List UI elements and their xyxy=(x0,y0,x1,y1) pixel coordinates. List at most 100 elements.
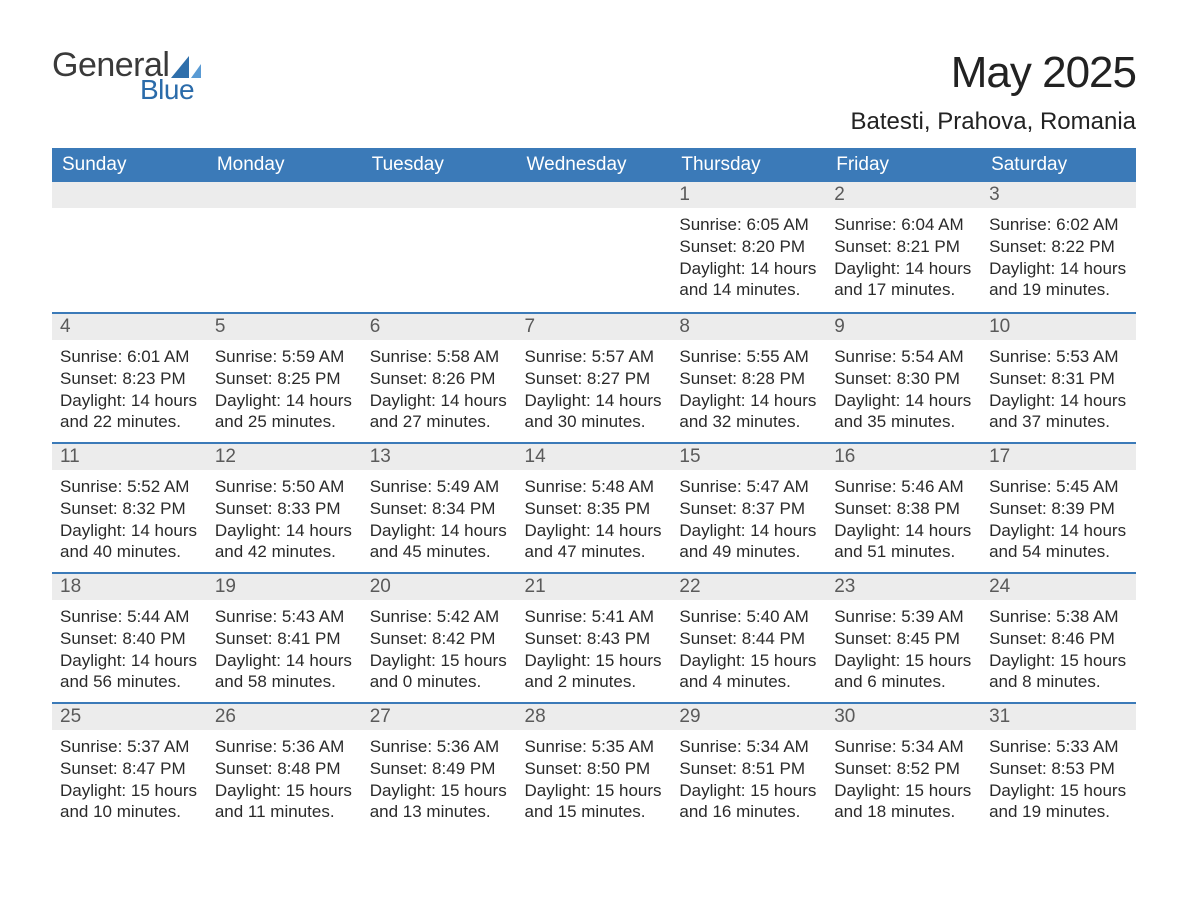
day-number: 30 xyxy=(826,702,981,730)
calendar-cell: 13Sunrise: 5:49 AMSunset: 8:34 PMDayligh… xyxy=(362,442,517,572)
calendar-cell: 16Sunrise: 5:46 AMSunset: 8:38 PMDayligh… xyxy=(826,442,981,572)
weekday-header: Wednesday xyxy=(517,148,672,182)
day-details: Sunrise: 6:04 AMSunset: 8:21 PMDaylight:… xyxy=(826,208,981,305)
calendar-cell: 5Sunrise: 5:59 AMSunset: 8:25 PMDaylight… xyxy=(207,312,362,442)
calendar-cell: 7Sunrise: 5:57 AMSunset: 8:27 PMDaylight… xyxy=(517,312,672,442)
sunrise-line: Sunrise: 5:34 AM xyxy=(679,736,818,758)
day-details: Sunrise: 5:37 AMSunset: 8:47 PMDaylight:… xyxy=(52,730,207,827)
calendar-cell: 9Sunrise: 5:54 AMSunset: 8:30 PMDaylight… xyxy=(826,312,981,442)
daylight-line: Daylight: 14 hours and 19 minutes. xyxy=(989,258,1128,302)
title-location: Batesti, Prahova, Romania xyxy=(851,108,1136,136)
day-number: 12 xyxy=(207,442,362,470)
sunset-line: Sunset: 8:39 PM xyxy=(989,498,1128,520)
sunrise-line: Sunrise: 5:54 AM xyxy=(834,346,973,368)
sunset-line: Sunset: 8:46 PM xyxy=(989,628,1128,650)
sunset-line: Sunset: 8:21 PM xyxy=(834,236,973,258)
daylight-line: Daylight: 15 hours and 0 minutes. xyxy=(370,650,509,694)
day-details: Sunrise: 5:38 AMSunset: 8:46 PMDaylight:… xyxy=(981,600,1136,697)
calendar-cell: 8Sunrise: 5:55 AMSunset: 8:28 PMDaylight… xyxy=(671,312,826,442)
sunrise-line: Sunrise: 5:40 AM xyxy=(679,606,818,628)
weekday-header: Tuesday xyxy=(362,148,517,182)
sunrise-line: Sunrise: 5:36 AM xyxy=(215,736,354,758)
sunset-line: Sunset: 8:26 PM xyxy=(370,368,509,390)
daylight-line: Daylight: 14 hours and 14 minutes. xyxy=(679,258,818,302)
daylight-line: Daylight: 15 hours and 4 minutes. xyxy=(679,650,818,694)
daylight-line: Daylight: 14 hours and 32 minutes. xyxy=(679,390,818,434)
day-number: 13 xyxy=(362,442,517,470)
calendar-cell xyxy=(207,182,362,312)
day-details: Sunrise: 5:46 AMSunset: 8:38 PMDaylight:… xyxy=(826,470,981,567)
day-details: Sunrise: 5:34 AMSunset: 8:52 PMDaylight:… xyxy=(826,730,981,827)
title-month-year: May 2025 xyxy=(851,48,1136,98)
sunrise-line: Sunrise: 5:45 AM xyxy=(989,476,1128,498)
daylight-line: Daylight: 14 hours and 40 minutes. xyxy=(60,520,199,564)
day-details: Sunrise: 5:47 AMSunset: 8:37 PMDaylight:… xyxy=(671,470,826,567)
daylight-line: Daylight: 15 hours and 10 minutes. xyxy=(60,780,199,824)
day-details: Sunrise: 5:36 AMSunset: 8:48 PMDaylight:… xyxy=(207,730,362,827)
sunrise-line: Sunrise: 5:46 AM xyxy=(834,476,973,498)
day-number: 21 xyxy=(517,572,672,600)
calendar-cell: 22Sunrise: 5:40 AMSunset: 8:44 PMDayligh… xyxy=(671,572,826,702)
day-details: Sunrise: 6:01 AMSunset: 8:23 PMDaylight:… xyxy=(52,340,207,437)
day-details: Sunrise: 5:33 AMSunset: 8:53 PMDaylight:… xyxy=(981,730,1136,827)
calendar-cell: 1Sunrise: 6:05 AMSunset: 8:20 PMDaylight… xyxy=(671,182,826,312)
sunrise-line: Sunrise: 5:43 AM xyxy=(215,606,354,628)
calendar-header-row: SundayMondayTuesdayWednesdayThursdayFrid… xyxy=(52,148,1136,182)
day-details: Sunrise: 5:57 AMSunset: 8:27 PMDaylight:… xyxy=(517,340,672,437)
sunrise-line: Sunrise: 5:39 AM xyxy=(834,606,973,628)
day-number-band xyxy=(362,182,517,208)
day-details: Sunrise: 5:43 AMSunset: 8:41 PMDaylight:… xyxy=(207,600,362,697)
sunrise-line: Sunrise: 5:34 AM xyxy=(834,736,973,758)
day-number: 7 xyxy=(517,312,672,340)
daylight-line: Daylight: 15 hours and 8 minutes. xyxy=(989,650,1128,694)
sunrise-line: Sunrise: 5:49 AM xyxy=(370,476,509,498)
sunrise-line: Sunrise: 5:35 AM xyxy=(525,736,664,758)
sunset-line: Sunset: 8:22 PM xyxy=(989,236,1128,258)
sunset-line: Sunset: 8:42 PM xyxy=(370,628,509,650)
daylight-line: Daylight: 14 hours and 54 minutes. xyxy=(989,520,1128,564)
sunset-line: Sunset: 8:37 PM xyxy=(679,498,818,520)
calendar-cell: 19Sunrise: 5:43 AMSunset: 8:41 PMDayligh… xyxy=(207,572,362,702)
day-details: Sunrise: 5:53 AMSunset: 8:31 PMDaylight:… xyxy=(981,340,1136,437)
day-number: 14 xyxy=(517,442,672,470)
calendar-cell: 23Sunrise: 5:39 AMSunset: 8:45 PMDayligh… xyxy=(826,572,981,702)
sunset-line: Sunset: 8:53 PM xyxy=(989,758,1128,780)
calendar-cell: 15Sunrise: 5:47 AMSunset: 8:37 PMDayligh… xyxy=(671,442,826,572)
calendar-cell: 28Sunrise: 5:35 AMSunset: 8:50 PMDayligh… xyxy=(517,702,672,832)
sunset-line: Sunset: 8:23 PM xyxy=(60,368,199,390)
sunset-line: Sunset: 8:48 PM xyxy=(215,758,354,780)
sunrise-line: Sunrise: 5:59 AM xyxy=(215,346,354,368)
brand-logo: General Blue xyxy=(52,48,201,104)
calendar-cell: 20Sunrise: 5:42 AMSunset: 8:42 PMDayligh… xyxy=(362,572,517,702)
day-number: 15 xyxy=(671,442,826,470)
sunset-line: Sunset: 8:43 PM xyxy=(525,628,664,650)
sunset-line: Sunset: 8:41 PM xyxy=(215,628,354,650)
day-number: 28 xyxy=(517,702,672,730)
daylight-line: Daylight: 14 hours and 27 minutes. xyxy=(370,390,509,434)
sunset-line: Sunset: 8:25 PM xyxy=(215,368,354,390)
sunset-line: Sunset: 8:30 PM xyxy=(834,368,973,390)
weekday-header: Thursday xyxy=(671,148,826,182)
day-number-band xyxy=(52,182,207,208)
day-number: 3 xyxy=(981,182,1136,208)
daylight-line: Daylight: 15 hours and 19 minutes. xyxy=(989,780,1128,824)
header: General Blue May 2025 Batesti, Prahova, … xyxy=(52,48,1136,136)
daylight-line: Daylight: 14 hours and 22 minutes. xyxy=(60,390,199,434)
sunrise-line: Sunrise: 5:58 AM xyxy=(370,346,509,368)
sunset-line: Sunset: 8:49 PM xyxy=(370,758,509,780)
calendar-cell: 17Sunrise: 5:45 AMSunset: 8:39 PMDayligh… xyxy=(981,442,1136,572)
day-details: Sunrise: 5:58 AMSunset: 8:26 PMDaylight:… xyxy=(362,340,517,437)
daylight-line: Daylight: 14 hours and 30 minutes. xyxy=(525,390,664,434)
sunset-line: Sunset: 8:28 PM xyxy=(679,368,818,390)
calendar-cell: 10Sunrise: 5:53 AMSunset: 8:31 PMDayligh… xyxy=(981,312,1136,442)
calendar-cell: 30Sunrise: 5:34 AMSunset: 8:52 PMDayligh… xyxy=(826,702,981,832)
daylight-line: Daylight: 15 hours and 13 minutes. xyxy=(370,780,509,824)
weekday-header: Monday xyxy=(207,148,362,182)
weekday-header: Sunday xyxy=(52,148,207,182)
daylight-line: Daylight: 14 hours and 47 minutes. xyxy=(525,520,664,564)
day-number: 24 xyxy=(981,572,1136,600)
day-number-band xyxy=(207,182,362,208)
sunrise-line: Sunrise: 6:02 AM xyxy=(989,214,1128,236)
sunrise-line: Sunrise: 5:53 AM xyxy=(989,346,1128,368)
day-details: Sunrise: 6:05 AMSunset: 8:20 PMDaylight:… xyxy=(671,208,826,305)
